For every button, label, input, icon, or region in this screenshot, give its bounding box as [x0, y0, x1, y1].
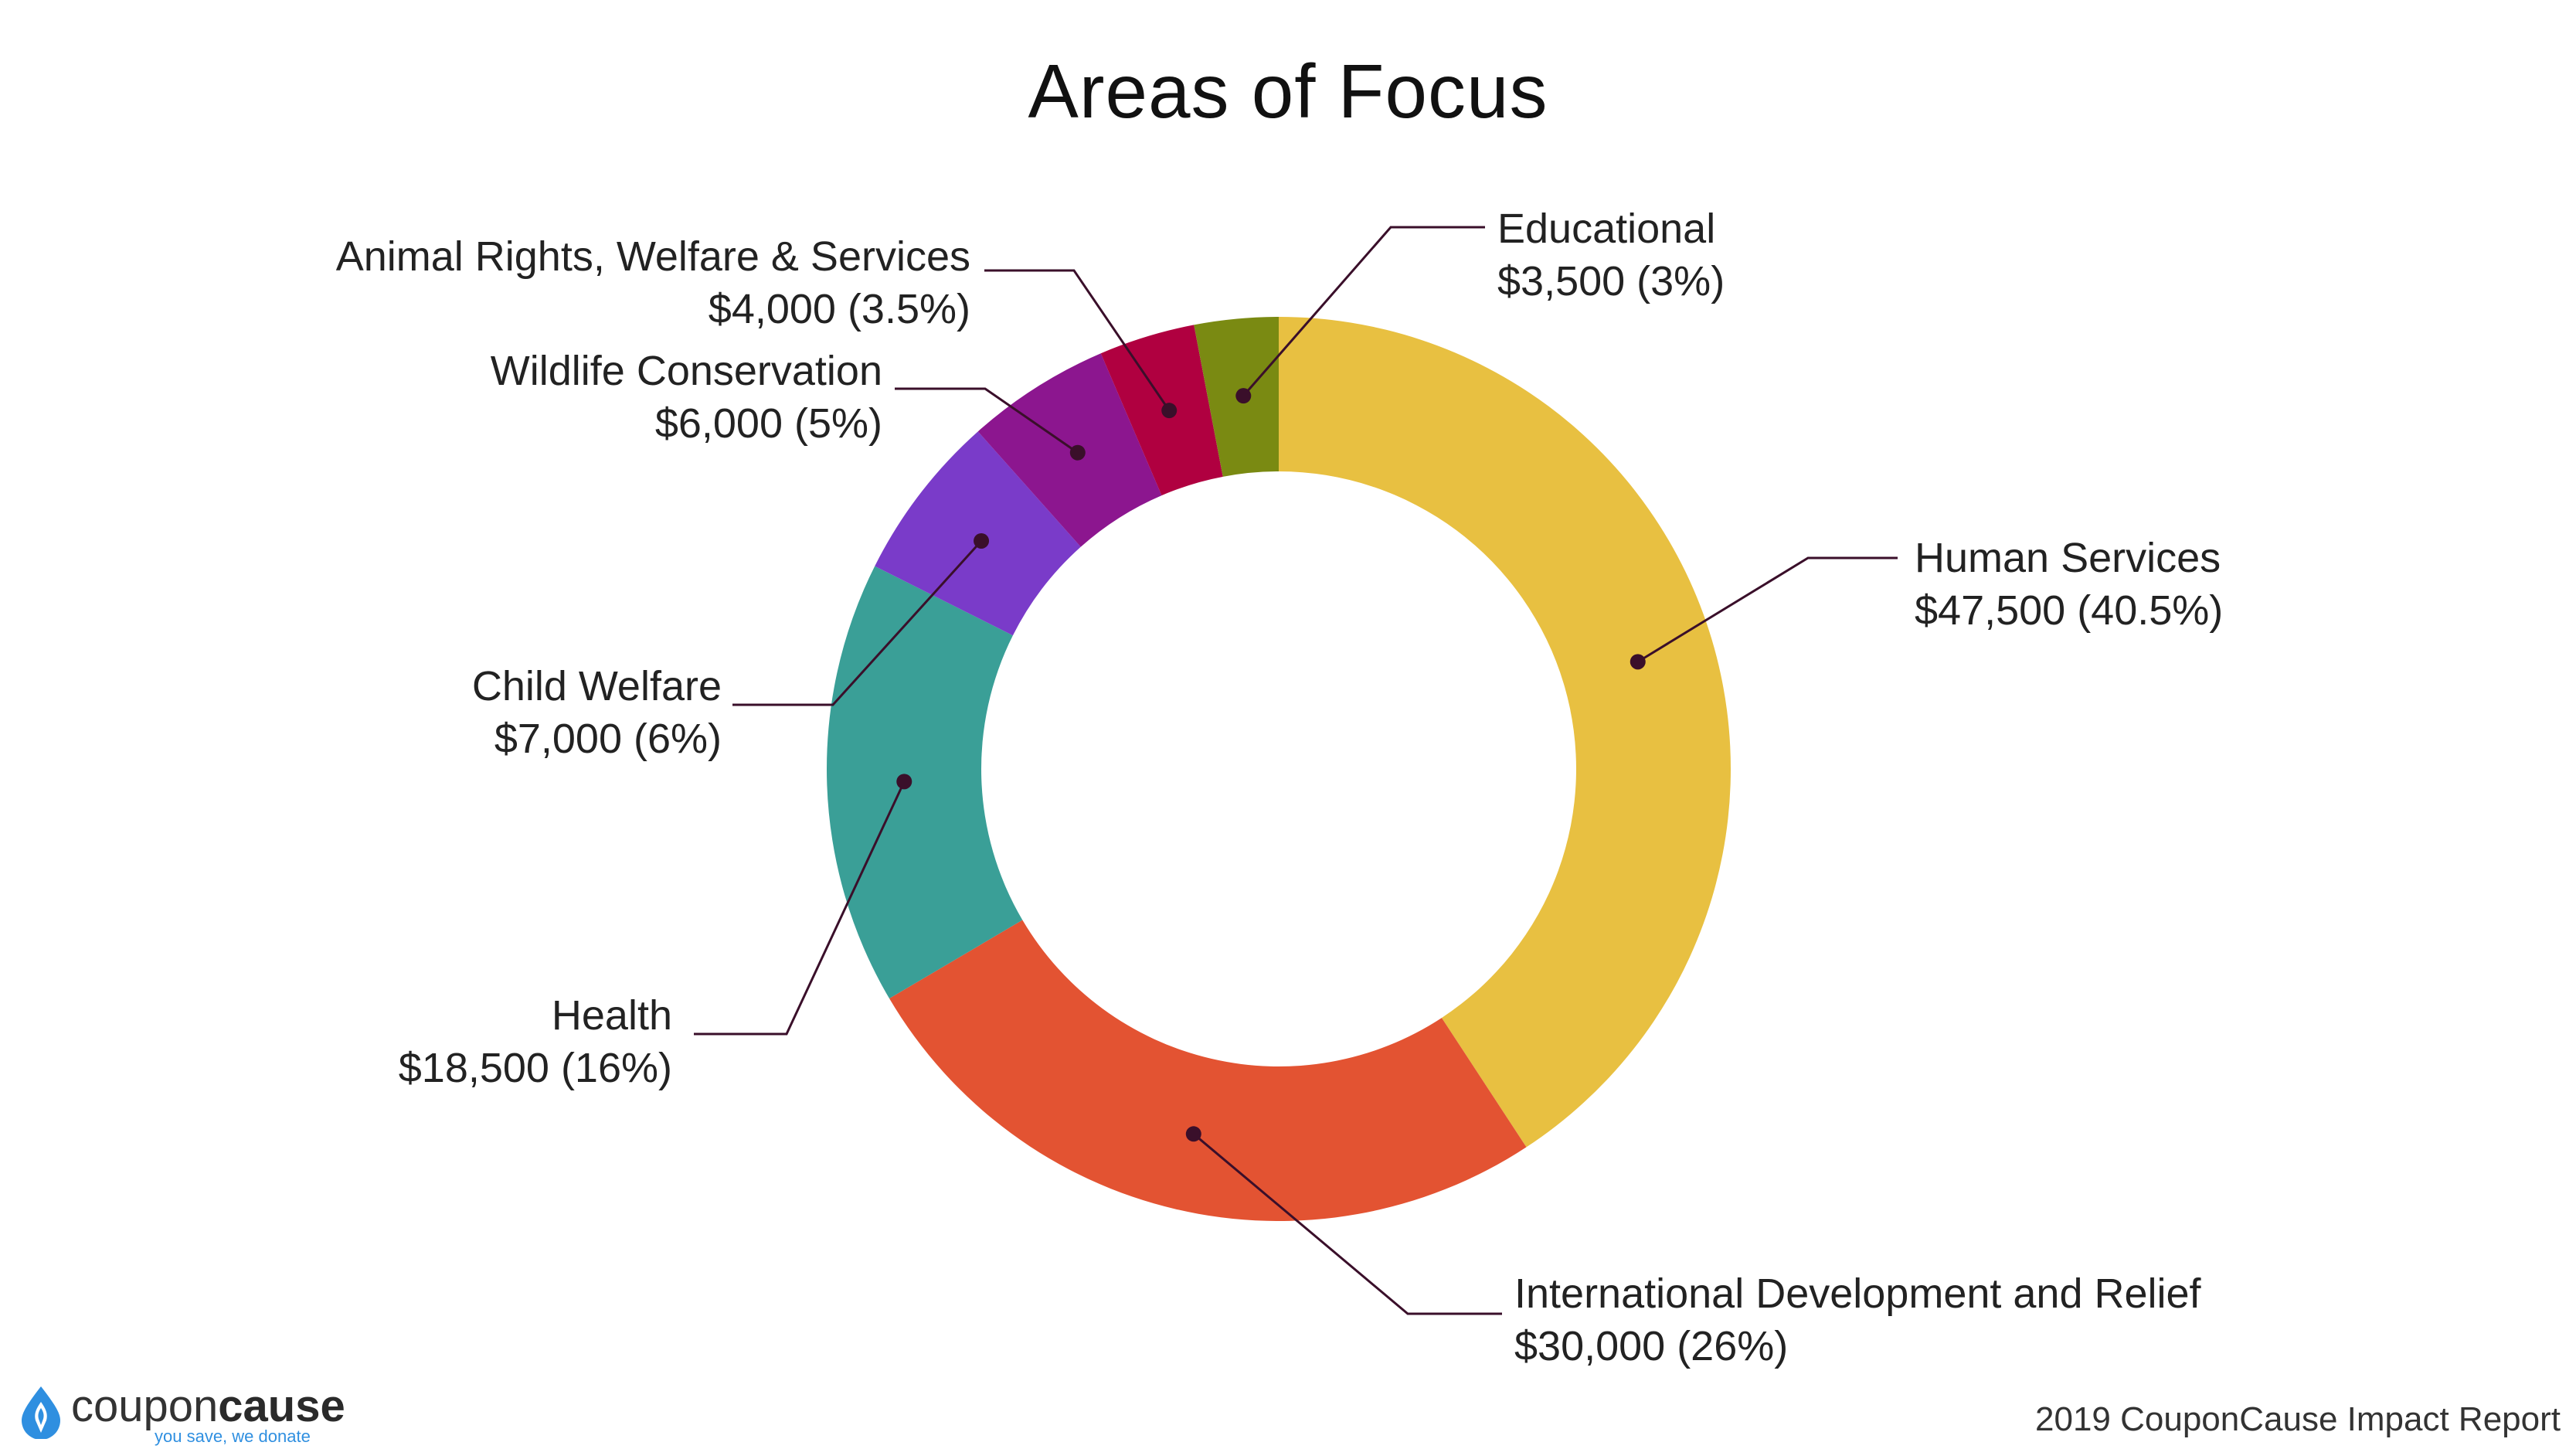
slice-value: $18,500 (16%) — [398, 1045, 672, 1091]
label-animal-rights: Animal Rights, Welfare & Services $4,000… — [336, 230, 970, 335]
label-international-development: International Development and Relief $30… — [1514, 1267, 2201, 1372]
donut-slice-child-welfare — [875, 431, 1081, 636]
ribbon-drop-icon — [22, 1386, 60, 1439]
leader-dot — [1069, 444, 1086, 461]
label-child-welfare: Child Welfare $7,000 (6%) — [472, 660, 722, 765]
leader-dot — [1630, 654, 1646, 670]
slice-label: Human Services — [1915, 535, 2221, 581]
leader-line — [1636, 556, 1898, 663]
slice-value: $7,000 (6%) — [494, 716, 722, 762]
leader-dot — [896, 774, 912, 790]
slice-label: Health — [551, 992, 672, 1039]
donut-slice-wildlife-conservation — [977, 353, 1162, 547]
slice-label: Animal Rights, Welfare & Services — [335, 233, 970, 280]
slice-label: Educational — [1497, 206, 1716, 252]
report-footer: 2019 CouponCause Impact Report — [2035, 1400, 2561, 1438]
slice-value: $30,000 (26%) — [1514, 1323, 1789, 1369]
brand-name-light: coupon — [71, 1381, 219, 1431]
brand-name-bold: cause — [218, 1381, 345, 1431]
slice-value: $3,500 (3%) — [1497, 258, 1725, 304]
donut-slice-human-services — [1279, 317, 1731, 1148]
slice-label: Wildlife Conservation — [490, 348, 882, 394]
brand-tagline: you save, we donate — [155, 1427, 311, 1446]
leader-dot — [1185, 1126, 1201, 1142]
slice-label: Child Welfare — [471, 663, 722, 709]
slice-value: $47,500 (40.5%) — [1915, 587, 2224, 634]
leader-line — [1242, 226, 1485, 397]
slice-label: International Development and Relief — [1514, 1270, 2201, 1317]
chart-title: Areas of Focus — [1028, 49, 1548, 134]
donut-slice-health — [826, 566, 1023, 999]
leader-dot — [1161, 403, 1178, 419]
leader-line — [895, 387, 1079, 454]
label-health: Health $18,500 (16%) — [399, 989, 672, 1094]
brand-wordmark: couponcause — [71, 1383, 345, 1430]
leader-line — [694, 781, 906, 1036]
slice-value: $4,000 (3.5%) — [708, 286, 970, 332]
donut-slice-international-development-and-relief — [889, 920, 1527, 1222]
label-human-services: Human Services $47,500 (40.5%) — [1915, 532, 2223, 637]
leader-line — [1192, 1133, 1502, 1315]
slice-value: $6,000 (5%) — [654, 400, 882, 447]
label-wildlife-conservation: Wildlife Conservation $6,000 (5%) — [491, 345, 882, 450]
leader-line — [732, 539, 983, 706]
leader-dot — [1235, 388, 1252, 404]
label-educational: Educational $3,500 (3%) — [1497, 202, 1725, 308]
leader-dot — [974, 532, 990, 549]
leader-line — [984, 269, 1171, 412]
